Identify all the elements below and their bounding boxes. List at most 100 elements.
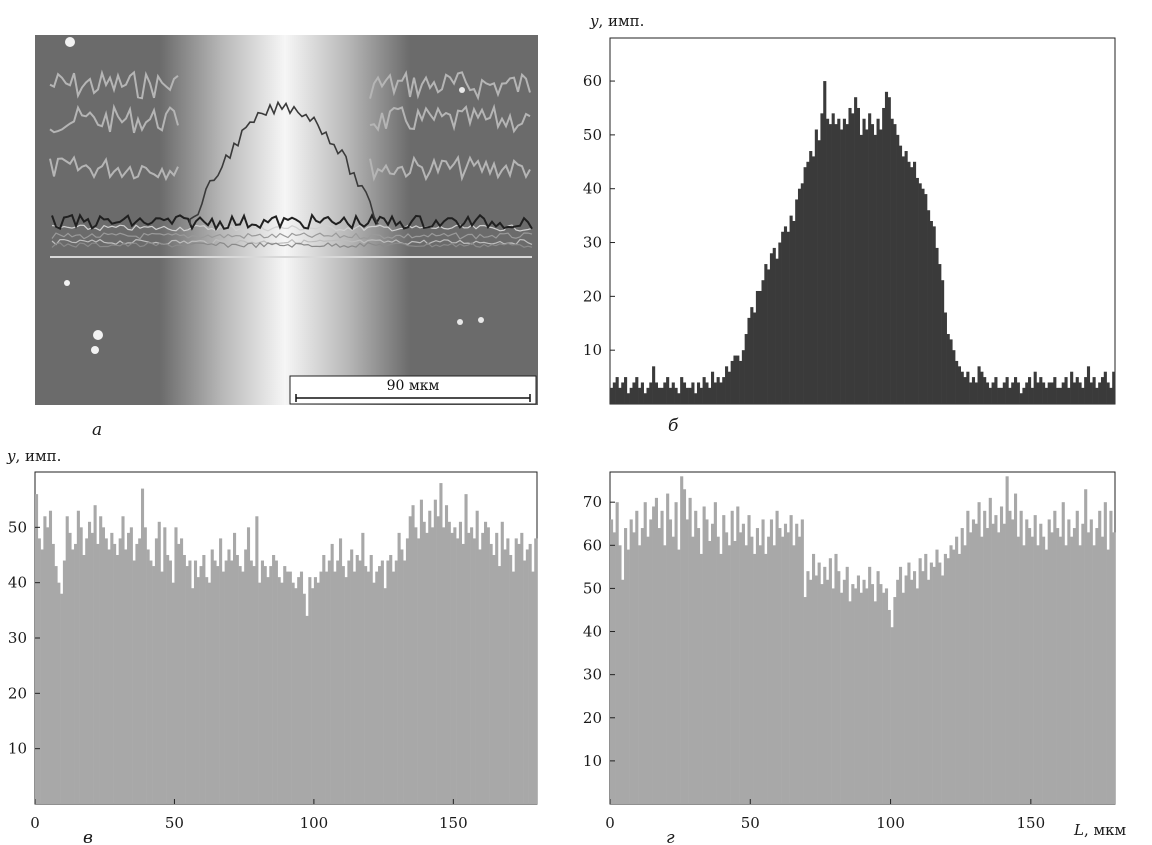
bar	[333, 571, 337, 804]
bar	[1025, 382, 1029, 404]
bar	[809, 579, 813, 804]
bar	[152, 566, 156, 804]
bar	[654, 497, 658, 804]
bar	[1109, 387, 1113, 404]
bar	[414, 527, 418, 804]
bar	[37, 538, 41, 804]
bar	[957, 553, 961, 804]
bar	[677, 393, 681, 404]
bar	[845, 566, 849, 804]
bar	[775, 510, 779, 804]
bar	[531, 571, 535, 804]
trace-line	[369, 154, 531, 182]
bar	[523, 560, 527, 804]
trace-line	[49, 155, 179, 182]
bar	[803, 167, 807, 404]
bar	[1098, 510, 1102, 804]
bar	[1075, 377, 1079, 404]
bar	[761, 519, 765, 804]
x-tick-label: 150	[439, 814, 468, 832]
bar	[322, 555, 326, 804]
bar	[769, 253, 774, 404]
bar	[1084, 489, 1088, 804]
y-tick-label: 40	[583, 623, 602, 641]
bar	[941, 575, 945, 804]
bar	[685, 519, 689, 804]
bar	[99, 516, 103, 804]
bar	[113, 543, 117, 804]
bar	[736, 355, 740, 404]
bar	[789, 515, 793, 804]
bar	[635, 377, 639, 404]
x-tick-label: 100	[300, 814, 329, 832]
bar	[1025, 519, 1029, 804]
bar	[966, 510, 970, 804]
bar	[118, 538, 122, 804]
bar	[1036, 382, 1040, 404]
bar	[716, 377, 720, 404]
bar	[1081, 523, 1085, 804]
bar	[741, 350, 745, 404]
bar	[927, 210, 931, 404]
bar	[736, 506, 740, 804]
profile-trace	[189, 100, 379, 225]
bar	[817, 562, 821, 804]
bar	[991, 382, 995, 404]
x-tick-label: 0	[605, 814, 615, 832]
bar	[185, 566, 189, 804]
bar	[347, 560, 351, 804]
bar	[638, 387, 642, 404]
bar	[163, 527, 167, 804]
bar	[492, 555, 496, 804]
bar	[291, 582, 295, 804]
trace-line	[51, 241, 533, 249]
bar	[711, 371, 715, 404]
bar	[1014, 493, 1018, 804]
bar	[924, 553, 928, 804]
bar	[168, 560, 172, 804]
panel-a: 90 мкм а	[35, 35, 538, 440]
bar	[87, 521, 92, 804]
bar	[621, 579, 625, 804]
bars-series-d	[610, 476, 1116, 804]
bar	[778, 242, 782, 404]
bar	[887, 609, 891, 804]
bar	[308, 577, 312, 804]
bar	[196, 577, 200, 804]
bar	[988, 387, 992, 404]
bar	[772, 247, 776, 404]
bar	[269, 566, 273, 804]
bar	[820, 113, 824, 404]
bar	[1014, 377, 1018, 404]
bar	[417, 538, 421, 804]
bar	[618, 545, 622, 804]
bar	[1033, 371, 1037, 404]
bar	[999, 387, 1004, 404]
bar	[870, 584, 875, 804]
bar	[272, 555, 276, 804]
bar	[682, 382, 687, 404]
bar	[484, 521, 488, 804]
bar	[671, 382, 675, 404]
bar	[781, 231, 785, 404]
bar	[358, 560, 362, 804]
bar	[884, 91, 889, 404]
x-axis-title-d: L, мкм	[1073, 821, 1127, 839]
bar	[980, 371, 984, 404]
bar	[157, 521, 161, 804]
bar	[753, 553, 757, 804]
panel-label-a: а	[92, 420, 102, 440]
bar	[713, 382, 717, 404]
bar	[525, 549, 529, 804]
bar	[856, 107, 860, 404]
x-axis-var: L	[1073, 821, 1084, 839]
bar	[901, 592, 905, 804]
bar	[935, 549, 939, 804]
bar	[486, 527, 490, 804]
bar	[907, 562, 911, 804]
bar	[918, 558, 922, 804]
bar	[1109, 510, 1113, 804]
y-tick-label: 70	[583, 493, 602, 511]
bar	[797, 188, 802, 404]
bar	[755, 528, 759, 804]
